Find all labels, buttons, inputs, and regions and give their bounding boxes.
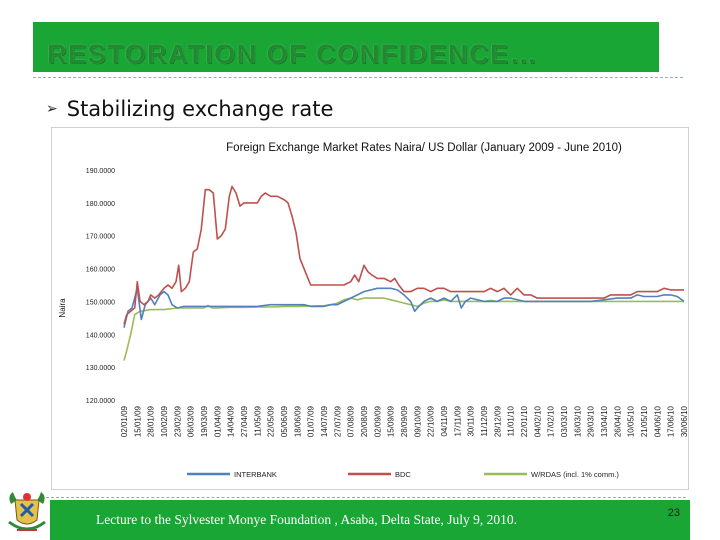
- x-tick-label: 11/05/09: [253, 405, 262, 436]
- footer-divider: [46, 497, 686, 498]
- footer-band: [50, 500, 690, 540]
- series-line-bdc: [123, 185, 684, 325]
- y-tick-label: 180.0000: [86, 201, 115, 208]
- x-tick-label: 14/07/09: [320, 405, 329, 437]
- bullet-text: Stabilizing exchange rate: [66, 97, 334, 121]
- series-line-wrdas: [123, 297, 684, 361]
- x-tick-label: 26/04/10: [613, 405, 622, 437]
- x-tick-label: 28/12/09: [493, 405, 502, 437]
- x-tick-label: 02/09/09: [373, 405, 382, 437]
- x-tick-label: 30/11/09: [467, 405, 476, 436]
- legend-label: BDC: [395, 470, 411, 479]
- chart-y-axis-label: Naira: [58, 298, 67, 318]
- title-divider: [33, 77, 683, 78]
- x-tick-label: 03/03/10: [560, 405, 569, 437]
- y-tick-label: 140.0000: [86, 332, 115, 339]
- x-tick-label: 09/10/09: [413, 405, 422, 437]
- x-tick-label: 13/04/10: [600, 405, 609, 437]
- chart-title: Foreign Exchange Market Rates Naira/ US …: [226, 142, 622, 154]
- legend-label: W/RDAS (incl. 1% comm.): [531, 470, 619, 479]
- y-tick-label: 130.0000: [86, 365, 115, 372]
- y-tick-labels: 190.0000 180.0000 170.0000 160.0000 150.0000…: [86, 168, 115, 405]
- series-lines: [123, 185, 685, 361]
- x-tick-label: 01/07/09: [307, 405, 316, 437]
- x-tick-label: 01/04/09: [213, 405, 222, 437]
- x-tick-label: 11/01/10: [507, 405, 516, 436]
- title-band: RESTORATION OF CONFIDENCE…: [33, 22, 659, 72]
- x-tick-label: 04/06/10: [653, 405, 662, 437]
- x-tick-label: 04/02/10: [533, 405, 542, 437]
- x-tick-label: 30/06/10: [680, 405, 689, 437]
- y-tick-label: 190.0000: [86, 168, 115, 175]
- x-tick-label: 15/01/09: [133, 405, 142, 437]
- x-tick-label: 04/11/09: [440, 405, 449, 436]
- x-tick-label: 17/11/09: [453, 405, 462, 436]
- x-tick-label: 27/04/09: [240, 405, 249, 437]
- x-tick-labels: 02/01/09 15/01/09 28/01/09 10/02/09 23/02/09…: [120, 405, 689, 437]
- legend-label: INTERBANK: [234, 470, 277, 479]
- x-tick-label: 28/01/09: [147, 405, 156, 437]
- x-tick-label: 17/02/10: [547, 405, 556, 437]
- y-tick-label: 170.0000: [86, 234, 115, 241]
- x-tick-label: 22/10/09: [427, 405, 436, 437]
- chart-legend: INTERBANK BDC W/RDAS (incl. 1% comm.): [187, 470, 619, 479]
- x-tick-label: 20/08/09: [360, 405, 369, 437]
- x-tick-label: 02/01/09: [120, 405, 129, 437]
- x-tick-label: 06/03/09: [187, 405, 196, 437]
- x-tick-label: 05/06/09: [280, 405, 289, 437]
- x-tick-label: 17/06/10: [667, 405, 676, 437]
- bullet-item: ➢ Stabilizing exchange rate: [46, 94, 333, 124]
- x-tick-label: 11/12/09: [480, 405, 489, 436]
- page-number: 23: [667, 507, 680, 519]
- footer-text: Lecture to the Sylvester Monye Foundatio…: [96, 512, 518, 527]
- x-tick-label: 19/03/09: [200, 405, 209, 437]
- x-tick-label: 28/09/09: [400, 405, 409, 437]
- x-tick-label: 07/08/09: [347, 405, 356, 437]
- cbn-emblem-icon: [8, 492, 46, 531]
- x-tick-label: 14/04/09: [227, 405, 236, 437]
- x-tick-label: 15/09/09: [387, 405, 396, 437]
- x-tick-label: 27/07/09: [333, 405, 342, 437]
- y-tick-label: 150.0000: [86, 299, 115, 306]
- chart-svg: Foreign Exchange Market Rates Naira/ US …: [58, 142, 689, 479]
- y-tick-label: 120.0000: [86, 398, 115, 405]
- y-tick-label: 160.0000: [86, 267, 115, 274]
- slide-title: RESTORATION OF CONFIDENCE…: [47, 39, 539, 69]
- x-tick-label: 18/06/09: [293, 405, 302, 437]
- exchange-rate-chart: Foreign Exchange Market Rates Naira/ US …: [51, 127, 689, 490]
- x-tick-label: 10/02/09: [160, 405, 169, 437]
- x-tick-label: 16/03/10: [573, 405, 582, 437]
- x-tick-label: 10/05/10: [627, 405, 636, 437]
- x-tick-label: 29/03/10: [587, 405, 596, 437]
- x-tick-label: 21/05/10: [640, 405, 649, 437]
- arrow-bullet-icon: ➢: [46, 101, 58, 117]
- x-tick-label: 23/02/09: [173, 405, 182, 437]
- x-tick-label: 22/01/10: [520, 405, 529, 437]
- series-line-interbank: [123, 287, 685, 328]
- x-tick-label: 22/05/09: [267, 405, 276, 437]
